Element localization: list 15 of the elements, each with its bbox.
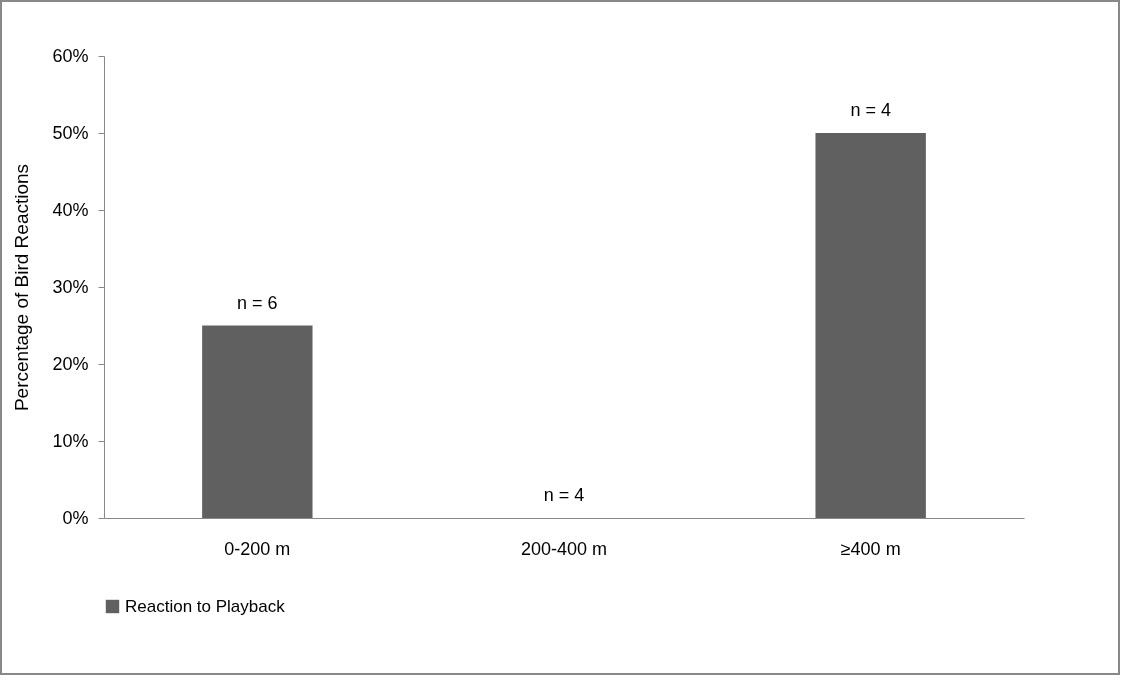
y-tick-label: 50%	[52, 122, 89, 143]
y-tick-label: 10%	[52, 430, 89, 451]
y-tick-label: 40%	[52, 199, 89, 220]
x-tick-label: 0-200 m	[224, 538, 291, 559]
y-tick-label: 30%	[52, 276, 89, 297]
y-tick-label: 60%	[52, 45, 89, 66]
x-tick-label: 200-400 m	[520, 538, 608, 559]
x-tick-label: ≥400 m	[840, 538, 901, 559]
annotation: n = 6	[237, 292, 278, 313]
annotation: n = 4	[543, 485, 585, 505]
y-tick-label: 0%	[62, 507, 89, 528]
y-tick-label: 20%	[52, 353, 89, 374]
y-axis-title: Percentage of Bird Reactions	[11, 163, 33, 412]
legend-label: Reaction to Playback	[125, 596, 286, 616]
annotation: n = 4	[850, 100, 891, 120]
